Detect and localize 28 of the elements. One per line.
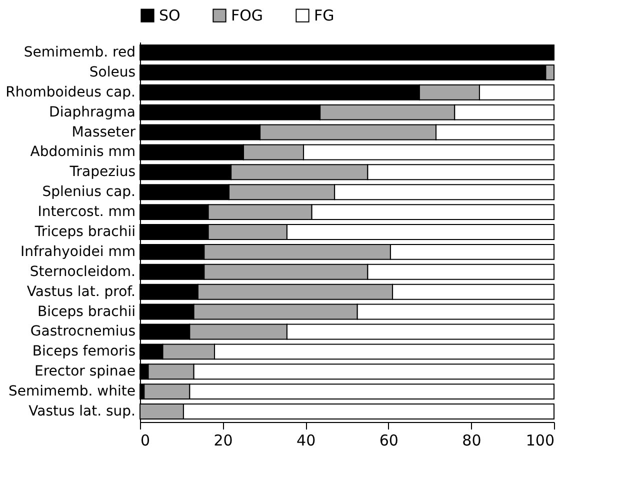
y-tick-label: Infrahyoidei mm <box>20 244 136 260</box>
y-tick-label: Soleus <box>89 64 136 80</box>
legend-label: FOG <box>231 6 264 25</box>
y-tick-label: Masseter <box>72 124 136 140</box>
y-tick-label: Semimemb. white <box>8 384 136 400</box>
y-tick-label: Diaphragma <box>49 104 136 120</box>
y-tick-label: Sternocleidom. <box>30 264 136 280</box>
y-tick-label: Splenius cap. <box>42 184 136 200</box>
y-tick-label: Trapezius <box>68 164 136 180</box>
x-tick-label: 20 <box>214 432 233 450</box>
x-tick-label: 0 <box>140 432 150 450</box>
y-tick-label: Intercost. mm <box>38 204 136 220</box>
y-tick-label: Biceps femoris <box>32 344 136 360</box>
y-tick-label: Abdominis mm <box>30 144 136 160</box>
y-tick-label: Gastrocnemius <box>30 324 136 340</box>
y-tick-label: Rhomboideus cap. <box>6 84 136 100</box>
y-tick-label: Triceps brachii <box>34 224 136 240</box>
x-tick-label: 80 <box>462 432 482 450</box>
y-tick-label: Vastus lat. prof. <box>26 284 136 300</box>
x-tick-label: 60 <box>379 432 398 450</box>
x-tick-label: 40 <box>296 432 316 450</box>
y-tick-label: Biceps brachii <box>37 304 136 320</box>
y-tick-label: Semimemb. red <box>24 44 136 60</box>
y-tick-label: Vastus lat. sup. <box>28 404 136 420</box>
y-tick-label: Erector spinae <box>34 364 136 380</box>
legend-label: FG <box>314 6 334 25</box>
legend-label: SO <box>159 6 180 25</box>
x-tick-label: 100 <box>526 432 554 450</box>
